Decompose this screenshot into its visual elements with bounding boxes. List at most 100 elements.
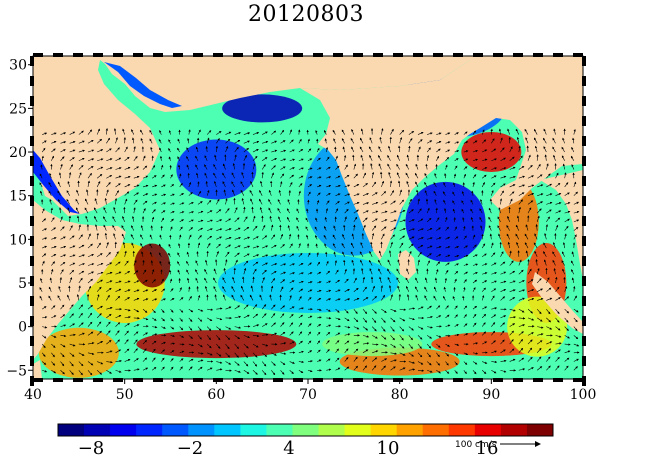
frame-segment — [253, 378, 263, 382]
current-vector — [371, 285, 375, 292]
current-vector — [87, 278, 94, 284]
land-malay — [540, 170, 583, 280]
current-vector — [463, 352, 469, 355]
current-vector — [188, 366, 193, 371]
current-vector — [537, 326, 544, 329]
current-vector — [454, 271, 459, 275]
current-vector — [252, 361, 258, 367]
current-vector — [39, 295, 43, 301]
current-vector — [41, 343, 46, 349]
current-vector — [518, 347, 524, 354]
current-vector — [133, 297, 140, 301]
current-vector — [573, 358, 579, 362]
current-vector — [436, 370, 441, 374]
current-vector — [225, 326, 232, 330]
current-vector — [78, 370, 83, 376]
current-vector — [564, 365, 569, 371]
current-vector — [188, 295, 192, 301]
current-vector — [298, 340, 303, 345]
current-vector — [408, 326, 414, 331]
frame-segment — [213, 378, 223, 382]
current-vector — [371, 326, 377, 332]
x-axis: 40 50 60 70 80 90 100 — [24, 379, 596, 403]
frame-segment — [582, 316, 586, 326]
current-vector — [168, 252, 171, 257]
current-vector — [509, 297, 516, 301]
current-vector — [51, 268, 54, 275]
current-vector — [472, 279, 478, 284]
current-vector — [223, 267, 226, 275]
current-vector — [482, 361, 488, 364]
current-vector — [195, 269, 199, 275]
current-vector — [527, 298, 535, 301]
current-vector — [289, 306, 295, 310]
current-vector — [396, 268, 400, 275]
current-vector — [371, 296, 377, 301]
current-vector — [124, 289, 131, 292]
frame-segment — [133, 378, 143, 382]
current-vector — [234, 252, 240, 258]
current-vector — [115, 359, 122, 363]
current-vector — [326, 298, 332, 301]
current-vector — [491, 340, 496, 345]
current-vector — [106, 252, 111, 257]
current-vector — [564, 326, 569, 332]
current-vector — [378, 250, 382, 257]
current-vector — [500, 261, 506, 266]
current-vector — [204, 277, 208, 284]
current-vector — [482, 280, 488, 284]
current-vector — [500, 280, 507, 284]
current-vector — [416, 268, 419, 275]
current-vector — [536, 340, 543, 345]
current-vector — [206, 326, 212, 332]
current-vector — [415, 277, 419, 284]
current-vector — [197, 294, 201, 301]
current-vector — [417, 335, 423, 340]
frame-segment — [73, 53, 83, 57]
current-vector — [360, 259, 364, 266]
current-vector — [289, 361, 295, 364]
y-tick-label: 0 — [18, 320, 27, 336]
current-vector — [362, 365, 367, 371]
current-vector — [307, 281, 313, 284]
current-vector — [326, 324, 332, 327]
current-vector — [41, 306, 47, 310]
current-vector — [371, 308, 377, 314]
current-vector — [87, 304, 93, 310]
frame-segment — [30, 296, 34, 306]
current-vector — [536, 347, 542, 354]
colorbar-swatch — [526, 424, 554, 436]
current-vector — [518, 280, 525, 284]
current-vector — [326, 368, 332, 371]
current-vector — [234, 369, 241, 373]
current-vector — [186, 269, 190, 275]
current-vector — [252, 304, 258, 310]
current-vector — [115, 339, 120, 345]
current-vector — [408, 361, 415, 364]
current-vector — [151, 269, 155, 275]
current-vector — [216, 250, 219, 257]
current-vector — [372, 343, 379, 346]
current-vector — [536, 267, 540, 275]
current-vector — [207, 367, 213, 371]
current-vector — [509, 348, 515, 354]
frame-segment — [553, 53, 563, 57]
current-vector — [152, 325, 158, 329]
frame-segment — [582, 236, 586, 246]
frame-segment — [193, 53, 203, 57]
current-vector — [399, 367, 406, 371]
current-vector — [106, 306, 113, 310]
current-vector — [472, 287, 476, 292]
current-vector — [106, 370, 112, 374]
current-vector — [463, 323, 468, 327]
current-vector — [241, 285, 245, 292]
current-vector — [87, 312, 93, 319]
colorbar-swatch — [162, 424, 189, 436]
current-vector — [298, 314, 304, 319]
current-vector — [216, 335, 221, 341]
current-vector — [259, 294, 263, 301]
current-vector — [463, 314, 467, 319]
current-vector — [436, 261, 441, 266]
current-vector — [381, 343, 388, 347]
